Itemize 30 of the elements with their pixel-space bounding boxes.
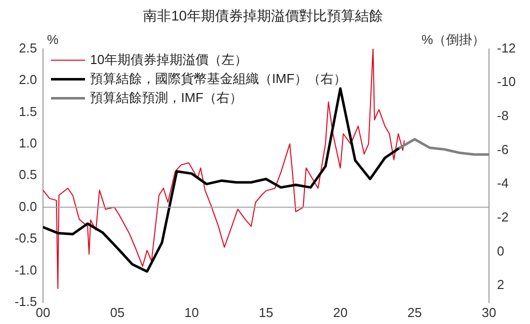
y2-tick-label: -4 bbox=[497, 176, 509, 191]
x-tick-label: 10 bbox=[184, 304, 199, 320]
legend-label: 預算結餘，國際貨幣基金組織（IMF）（右） bbox=[90, 70, 346, 86]
y2-tick-label: -2 bbox=[497, 209, 509, 224]
x-tick-label: 05 bbox=[110, 304, 125, 320]
y-tick-label: 1.5 bbox=[18, 104, 37, 119]
y-tick-label: -1.5 bbox=[14, 294, 37, 309]
y2-tick-label: 0 bbox=[497, 243, 504, 258]
y-tick-label: -1.0 bbox=[14, 262, 37, 278]
y-tick-label: 0.5 bbox=[18, 167, 37, 182]
x-tick-label: 20 bbox=[333, 304, 348, 320]
x-tick-label: 15 bbox=[258, 304, 274, 320]
y2-tick-label: -6 bbox=[497, 142, 509, 157]
legend-label: 10年期債券掉期溢價（左） bbox=[90, 52, 248, 67]
y2-tick-label: -8 bbox=[497, 108, 509, 124]
x-tick-label: 30 bbox=[482, 304, 496, 320]
y-axis-title: % bbox=[47, 32, 59, 47]
y-tick-label: -0.5 bbox=[14, 230, 37, 246]
y2-tick-label: -10 bbox=[497, 74, 516, 90]
y-tick-label: 1.0 bbox=[18, 135, 37, 150]
y2-axis-title: %（倒掛） bbox=[421, 32, 485, 47]
y-tick-label: 2.0 bbox=[18, 72, 37, 88]
chart-title: 南非10年期債券掉期溢價對比預算結餘 bbox=[143, 7, 383, 24]
y2-tick-label: -12 bbox=[497, 40, 516, 56]
x-tick-label: 25 bbox=[407, 304, 422, 320]
x-tick-label: 00 bbox=[36, 304, 50, 320]
y-tick-label: 0.0 bbox=[18, 198, 37, 214]
legend-label: 預算結餘預測，IMF（右） bbox=[90, 90, 242, 105]
y-tick-label: 2.5 bbox=[18, 40, 37, 56]
y2-tick-label: 2 bbox=[497, 277, 504, 292]
